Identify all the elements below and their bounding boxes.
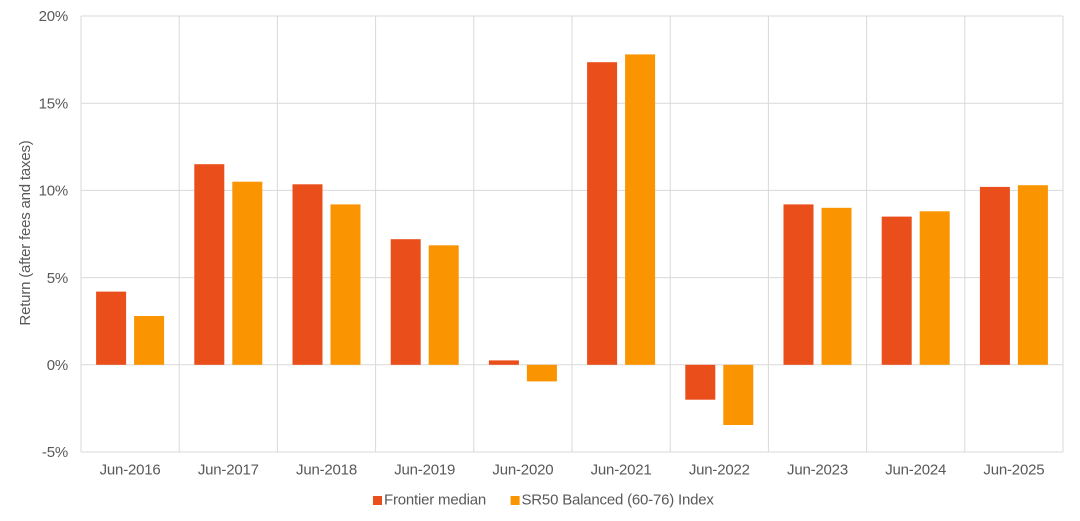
svg-text:SR50 Balanced (60-76) Index: SR50 Balanced (60-76) Index: [522, 492, 715, 509]
svg-text:10%: 10%: [39, 183, 68, 200]
svg-text:5%: 5%: [47, 270, 68, 287]
svg-text:Jun-2021: Jun-2021: [591, 462, 652, 479]
svg-text:Jun-2017: Jun-2017: [198, 462, 259, 479]
svg-text:Jun-2023: Jun-2023: [787, 462, 848, 479]
svg-text:Jun-2020: Jun-2020: [492, 462, 553, 479]
svg-text:Jun-2019: Jun-2019: [394, 462, 455, 479]
svg-text:0%: 0%: [47, 357, 68, 374]
svg-text:Return (after fees and taxes): Return (after fees and taxes): [17, 140, 34, 325]
svg-text:15%: 15%: [39, 95, 68, 112]
svg-text:Jun-2022: Jun-2022: [689, 462, 750, 479]
svg-text:20%: 20%: [39, 8, 68, 25]
svg-text:Jun-2016: Jun-2016: [100, 462, 161, 479]
svg-text:Jun-2024: Jun-2024: [885, 462, 946, 479]
svg-text:Jun-2025: Jun-2025: [983, 462, 1044, 479]
svg-text:Frontier median: Frontier median: [384, 492, 486, 509]
svg-text:Jun-2018: Jun-2018: [296, 462, 357, 479]
svg-text:-5%: -5%: [42, 444, 68, 461]
